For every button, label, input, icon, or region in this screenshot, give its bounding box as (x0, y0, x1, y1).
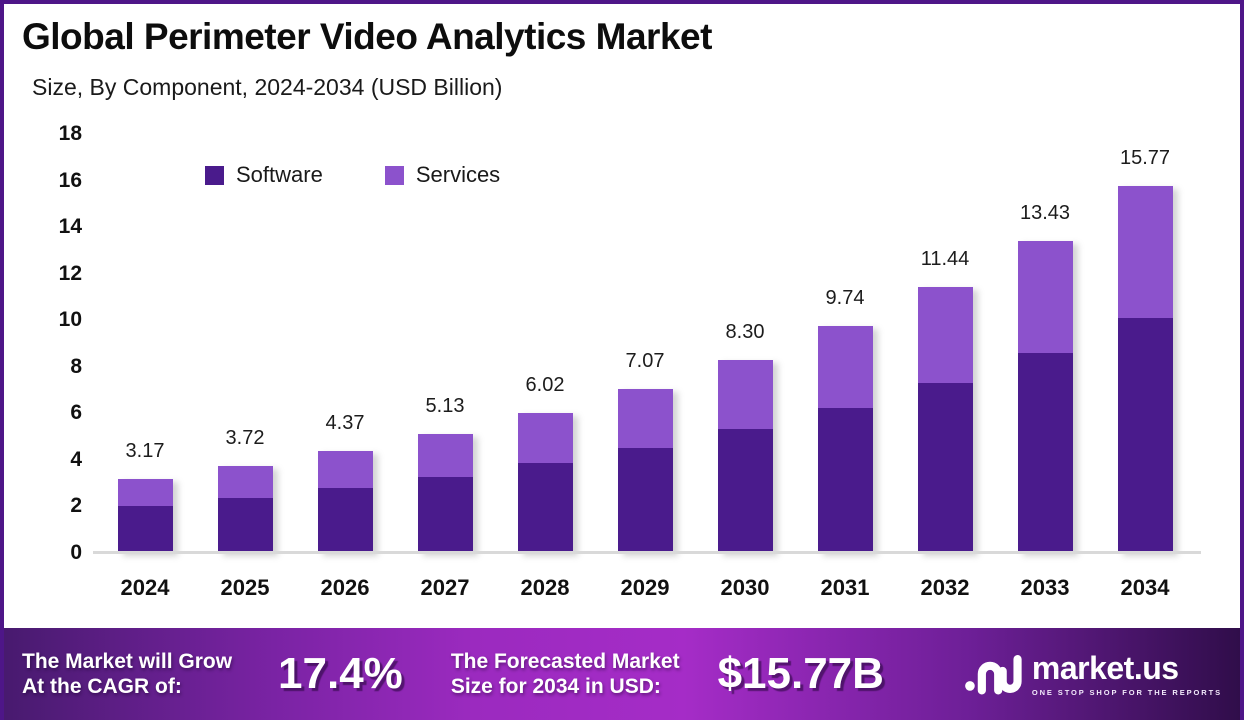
segment-software (517, 463, 573, 553)
segment-software (1117, 318, 1173, 553)
logo-tagline: ONE STOP SHOP FOR THE REPORTS (1031, 687, 1222, 697)
forecast-label: The Forecasted Market Size for 2034 in U… (450, 649, 680, 698)
stacked-bar-chart: 0 2 4 6 8 10 12 14 16 18 Software Services 3.17 20… (4, 4, 1240, 720)
segment-software (317, 488, 373, 553)
x-axis-category-label: 2033 (1020, 575, 1070, 600)
y-axis-tick-label: 14 (58, 215, 82, 239)
y-axis-tick-label: 12 (58, 261, 82, 285)
segment-services (817, 326, 873, 408)
chart-subtitle: Size, By Component, 2024-2034 (USD Billi… (32, 74, 503, 100)
total-value-label: 4.37 (325, 412, 365, 434)
segment-services (317, 451, 373, 488)
x-axis-line (93, 551, 1201, 554)
logo-wordmark: market.us (1031, 649, 1179, 686)
stacked-bar (1117, 186, 1173, 553)
total-value-label: 9.74 (825, 287, 865, 309)
segment-software (817, 408, 873, 553)
segment-software (917, 383, 973, 553)
stacked-bar (1017, 241, 1073, 553)
total-value-label: 3.17 (125, 440, 165, 462)
stacked-bar (517, 413, 573, 553)
bar-group-2025: 3.72 2025 (195, 4, 295, 600)
bar-group-2029: 7.07 2029 (595, 4, 695, 600)
x-axis-category-label: 2029 (620, 575, 670, 600)
bar-group-2031: 9.74 2031 (795, 4, 895, 600)
x-axis-category-label: 2032 (920, 575, 970, 600)
footer-banner: The Market will Grow At the CAGR of: 17.… (4, 628, 1240, 720)
y-axis-tick-label: 18 (58, 122, 82, 146)
legend-swatch-software (205, 165, 224, 185)
logo-text-block: market.us ONE STOP SHOP FOR THE REPORTS (1032, 652, 1222, 697)
total-value-label: 11.44 (920, 248, 970, 270)
stacked-bar (817, 326, 873, 553)
total-value-label: 7.07 (625, 350, 665, 372)
segment-services (517, 413, 573, 463)
market-us-logo-icon (964, 655, 1022, 695)
x-axis-category-label: 2034 (1120, 575, 1170, 600)
x-axis-category-label: 2027 (420, 575, 470, 600)
bar-group-2026: 4.37 2026 (295, 4, 395, 600)
bar-group-2024: 3.17 2024 (95, 4, 195, 600)
segment-services (717, 360, 773, 429)
segment-services (117, 479, 173, 506)
segment-services (617, 389, 673, 448)
segment-software (1017, 353, 1073, 553)
segment-services (1117, 186, 1173, 318)
x-axis-category-label: 2025 (220, 575, 270, 600)
total-value-label: 6.02 (525, 374, 565, 396)
segment-services (217, 466, 273, 498)
segment-software (717, 429, 773, 553)
total-value-label: 8.30 (725, 321, 765, 343)
page-title: Global Perimeter Video Analytics Market (22, 16, 712, 57)
stacked-bar (417, 434, 473, 553)
bar-group-2027: 5.13 2027 (395, 4, 495, 600)
total-value-label: 5.13 (425, 395, 465, 417)
segment-services (917, 287, 973, 383)
y-axis-tick-label: 4 (70, 447, 82, 471)
legend-label-software: Software (236, 162, 323, 187)
stacked-bar (617, 389, 673, 553)
forecast-value: $15.77B (717, 649, 884, 698)
legend-swatch-services (384, 165, 404, 185)
x-axis-category-label: 2024 (120, 575, 170, 600)
x-axis-category-label: 2030 (720, 575, 770, 600)
chart-legend: Software Services (205, 162, 500, 188)
x-axis-category-label: 2028 (520, 575, 570, 600)
segment-services (417, 434, 473, 477)
segment-software (417, 477, 473, 553)
y-axis-tick-label: 10 (58, 308, 82, 332)
y-axis-tick-label: 16 (58, 168, 82, 192)
total-value-label: 15.77 (1119, 147, 1171, 169)
segment-services (1017, 241, 1073, 353)
stacked-bar (917, 287, 973, 553)
cagr-value: 17.4% (278, 649, 403, 698)
bar-group-2032: 11.44 2032 (895, 4, 995, 600)
stacked-bar (217, 466, 273, 553)
legend-label-services: Services (415, 162, 501, 187)
stacked-bar (717, 360, 773, 553)
bar-group-2030: 8.30 2030 (695, 4, 795, 600)
segment-software (617, 448, 673, 553)
bar-group-2033: 13.43 2033 (995, 4, 1095, 600)
total-value-label: 3.72 (225, 427, 265, 449)
stacked-bar (117, 479, 173, 553)
plot-area: 3.17 2024 3.72 2025 4.37 2026 5.13 2027 6.02 2028… (95, 4, 1195, 600)
bar-group-2034: 15.77 2034 (1095, 4, 1195, 600)
x-axis-category-label: 2031 (820, 575, 870, 600)
cagr-label: The Market will Grow At the CAGR of: (22, 649, 233, 698)
y-axis-tick-label: 0 (70, 541, 82, 564)
y-axis-tick-label: 8 (70, 354, 82, 378)
market-us-logo: market.us ONE STOP SHOP FOR THE REPORTS (964, 649, 1222, 699)
y-axis-tick-label: 6 (70, 401, 82, 425)
segment-software (217, 498, 273, 553)
y-axis-tick-label: 2 (70, 494, 82, 518)
segment-software (117, 506, 173, 553)
stacked-bar (317, 451, 373, 553)
x-axis-category-label: 2026 (320, 575, 370, 600)
bar-group-2028: 6.02 2028 (495, 4, 595, 600)
total-value-label: 13.43 (1019, 202, 1071, 224)
